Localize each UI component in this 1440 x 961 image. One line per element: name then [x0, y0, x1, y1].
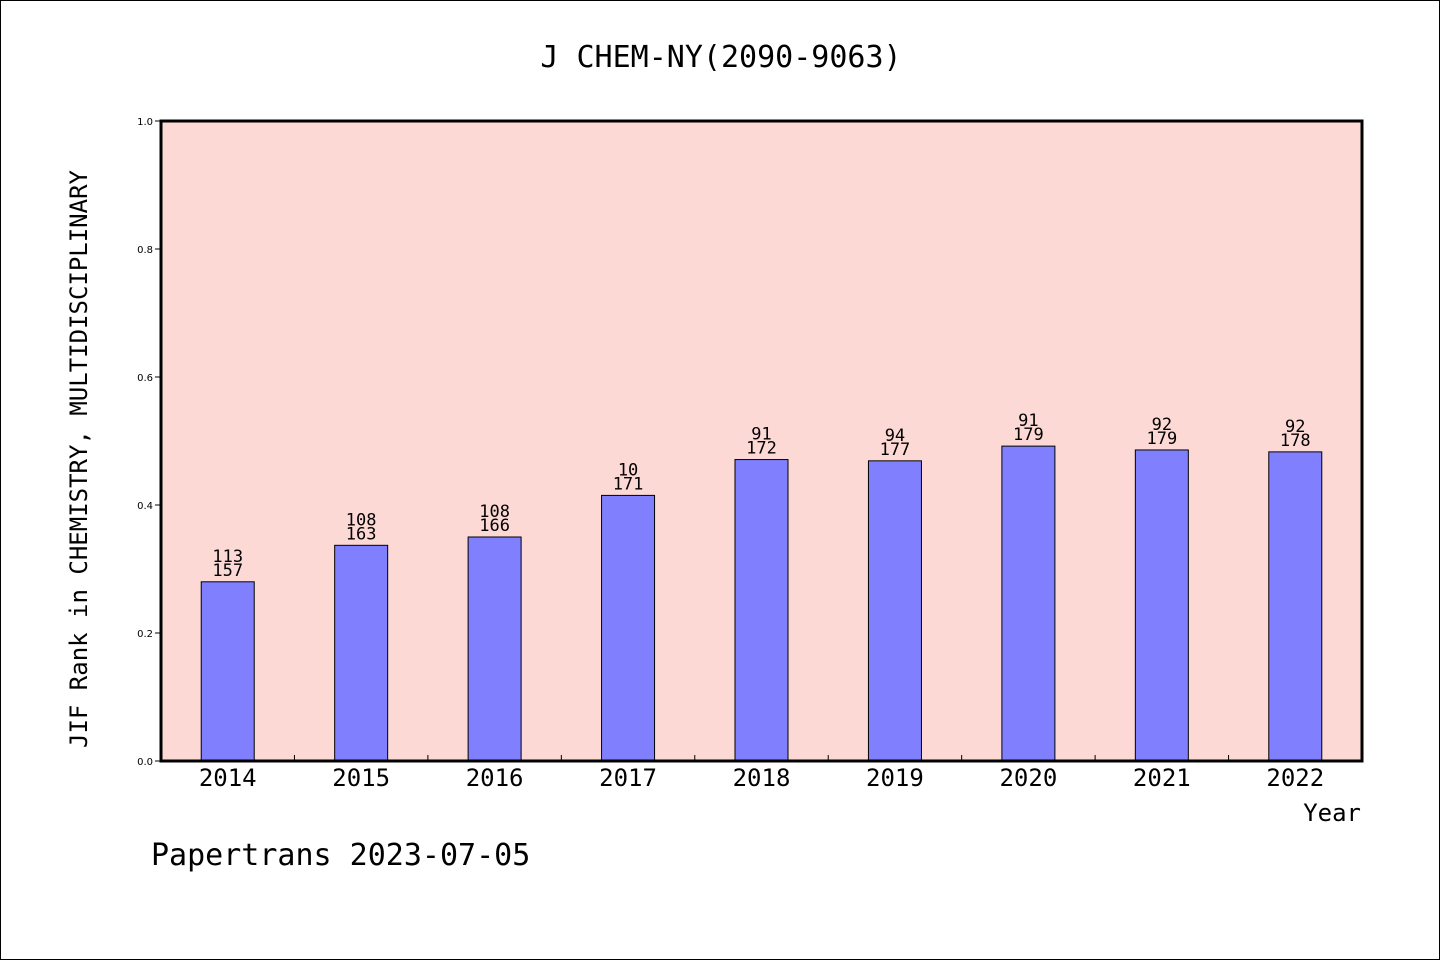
data-label-top-2015: 108 [346, 510, 377, 530]
bar-2018 [734, 459, 789, 762]
bar-2019 [867, 460, 922, 762]
data-label-top-2021: 92 [1152, 415, 1172, 435]
plot-border [159, 119, 1364, 763]
x-tick-label-2017: 2017 [599, 764, 657, 792]
data-label-bottom-2014: 157 [212, 561, 243, 581]
bar-2014 [200, 581, 255, 762]
data-label-bottom-2021: 179 [1146, 429, 1177, 449]
y-tick-labels: 0.0 0.2 0.4 0.6 0.8 1.0 [137, 117, 153, 768]
x-tick-label-2016: 2016 [466, 764, 524, 792]
data-label-bottom-2015: 163 [346, 524, 377, 544]
data-label-top-2018: 91 [751, 425, 771, 445]
data-label-bottom-2022: 178 [1280, 431, 1311, 451]
data-labels-group: 1131571081631081661017191172941779117992… [212, 411, 1310, 581]
y-tick-label-0.8: 0.8 [137, 245, 153, 256]
x-tick-label-2015: 2015 [332, 764, 390, 792]
x-tick-label-2021: 2021 [1133, 764, 1191, 792]
data-label-bottom-2017: 171 [613, 474, 644, 494]
data-label-bottom-2019: 177 [880, 440, 911, 460]
bar-2020 [1001, 445, 1056, 762]
bar-2015 [334, 544, 389, 762]
x-tick-label-2014: 2014 [199, 764, 257, 792]
bar-2016 [467, 536, 522, 762]
y-tick-label-0.2: 0.2 [137, 629, 153, 640]
data-label-top-2017: 10 [618, 460, 638, 480]
x-tick-label-2020: 2020 [999, 764, 1057, 792]
x-tick-label-2018: 2018 [733, 764, 791, 792]
y-tick-label-0.0: 0.0 [137, 757, 153, 768]
bars-group [200, 445, 1323, 762]
y-tick-label-1.0: 1.0 [137, 117, 153, 128]
y-axis-label: JIF Rank in CHEMISTRY, MULTIDISCIPLINARY [65, 169, 93, 748]
x-tick-labels: 2014 2015 2016 2017 2018 2019 2020 2021 2022 [199, 764, 1324, 792]
x-tick-label-2022: 2022 [1266, 764, 1324, 792]
x-tick-label-2019: 2019 [866, 764, 924, 792]
bar-2021 [1134, 449, 1189, 762]
bar-2022 [1268, 451, 1323, 762]
chart-title: J CHEM-NY(2090-9063) [540, 40, 901, 75]
bar-2017 [601, 494, 656, 762]
y-tick-label-0.6: 0.6 [137, 373, 153, 384]
x-axis-label: Year [1303, 799, 1361, 827]
data-label-top-2016: 108 [479, 502, 510, 522]
data-label-top-2014: 113 [212, 547, 243, 567]
data-label-bottom-2018: 172 [746, 439, 777, 459]
data-label-top-2019: 94 [885, 426, 905, 446]
data-label-bottom-2020: 179 [1013, 425, 1044, 445]
footer-text: Papertrans 2023-07-05 [151, 838, 530, 873]
data-label-bottom-2016: 166 [479, 516, 510, 536]
data-label-top-2020: 91 [1018, 411, 1038, 431]
y-tick-label-0.4: 0.4 [137, 501, 153, 512]
data-label-top-2022: 92 [1285, 417, 1305, 437]
